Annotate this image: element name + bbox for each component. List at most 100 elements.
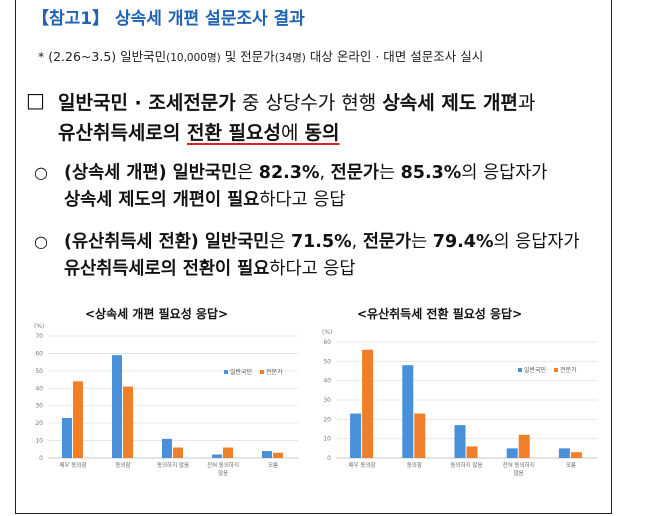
circle-bullet-icon: ○ — [34, 232, 48, 251]
document-frame — [15, 0, 612, 514]
bar-public — [350, 413, 362, 458]
finding-text: 는 — [378, 163, 401, 183]
document-title: 【참고1】 상속세 개편 설문조사 결과 — [32, 9, 305, 29]
y-tick-label: 30 — [35, 403, 43, 410]
y-tick-label: 50 — [35, 368, 43, 375]
finding-value: 85.3% — [400, 163, 462, 183]
bar-public — [262, 451, 272, 458]
bar-expert — [518, 434, 530, 458]
y-tick-label: 20 — [323, 416, 331, 423]
main-p6: 전환 필요성 — [186, 122, 281, 144]
finding-text: 의 응답자가 — [493, 232, 580, 252]
finding-text: 하다고 응답 — [259, 190, 346, 210]
note-prefix: * (2.26~3.5) 일반국민 — [38, 49, 167, 64]
legend-label: 일반국민 — [524, 366, 546, 374]
bar-public — [558, 448, 570, 458]
y-axis-label: (%) — [322, 329, 332, 336]
survey-note: * (2.26~3.5) 일반국민(10,000명) 및 전문가(34명) 대상… — [38, 46, 483, 65]
chart-title: <상속세 개편 필요성 응답> — [85, 307, 229, 321]
legend-swatch — [518, 368, 522, 372]
square-bullet-icon: □ — [26, 88, 45, 112]
x-tick-label: 전혀 동의하지 — [503, 461, 535, 469]
x-tick-label: 동의하지 않음 — [450, 461, 482, 469]
finding-text: 는 — [411, 232, 433, 252]
y-tick-label: 40 — [35, 385, 43, 392]
bar-expert — [73, 381, 83, 458]
bar-expert — [273, 452, 283, 458]
finding-label: (유산취득세 전환) 일반국민 — [64, 232, 270, 252]
main-p4: 과 — [517, 92, 536, 114]
note-suffix: 대상 온라인 · 대면 설문조사 실시 — [305, 49, 484, 64]
x-tick-label: 모름 — [268, 462, 278, 469]
bar-public — [454, 425, 466, 458]
main-p8: 동의 — [304, 122, 340, 144]
main-p1: 일반국민 · 조세전문가 — [58, 92, 236, 114]
y-tick-label: 60 — [323, 339, 331, 346]
x-tick-label: 않음 — [514, 469, 524, 477]
x-tick-label: 동의하지 않음 — [157, 461, 189, 469]
bar-public — [506, 448, 518, 458]
y-tick-label: 60 — [35, 350, 43, 357]
main-p3: 상속세 제도 개편 — [382, 92, 518, 114]
main-p2: 중 상당수가 현행 — [235, 92, 383, 114]
finding-label: 전문가 — [330, 163, 379, 183]
note-public-count: (10,000명) — [166, 52, 221, 64]
bar-expert — [570, 452, 582, 458]
bar-expert — [123, 386, 133, 458]
y-tick-label: 70 — [35, 333, 43, 340]
legend-swatch — [260, 370, 264, 374]
legend-swatch — [554, 368, 558, 372]
bar-public — [62, 417, 72, 458]
x-tick-label: 동의함 — [115, 461, 130, 469]
finding-text: , — [351, 232, 363, 252]
y-tick-label: 40 — [323, 378, 331, 385]
circle-bullet-icon: ○ — [34, 163, 48, 182]
x-tick-label: 매우 동의함 — [59, 461, 86, 469]
bar-expert — [223, 447, 233, 458]
legend-swatch — [224, 370, 228, 374]
finding-label: 유산취득세로의 전환이 필요 — [64, 259, 270, 279]
x-tick-label: 전혀 동의하지 — [207, 461, 239, 469]
x-tick-label: 동의함 — [407, 461, 422, 469]
legend-label: 전문가 — [266, 368, 283, 376]
finding-label: 상속세 제도의 개편이 필요 — [64, 190, 260, 210]
bar-public — [162, 438, 172, 458]
bar-expert — [173, 447, 183, 458]
y-tick-label: 0 — [327, 455, 331, 462]
finding-text: , — [319, 163, 331, 183]
y-tick-label: 50 — [323, 358, 331, 365]
finding-label: (상속세 개편) 일반국민 — [64, 163, 238, 183]
y-tick-label: 30 — [323, 397, 331, 404]
y-tick-label: 10 — [35, 438, 43, 445]
main-p7: 에 — [281, 122, 305, 144]
x-tick-label: 않음 — [218, 469, 228, 477]
note-mid: 및 전문가 — [220, 49, 275, 64]
chart-title: <유산취득세 전환 필요성 응답> — [357, 307, 523, 321]
legend-label: 전문가 — [560, 366, 577, 374]
bar-public — [402, 365, 414, 458]
finding-label: 전문가 — [362, 232, 412, 252]
inheritance-reform-chart: (%) 0 10 20 30 40 50 60 70 매우 동의함 동의함 동의하지 않음 전혀 동의하… — [34, 323, 298, 477]
finding-text: 은 — [237, 163, 259, 183]
x-tick-label: 매우 동의함 — [349, 461, 376, 469]
finding-text: 은 — [269, 232, 291, 252]
y-tick-label: 20 — [35, 420, 43, 427]
bar-public — [212, 454, 222, 458]
bar-expert — [466, 446, 478, 458]
main-p5: 유산취득세로의 — [58, 122, 187, 144]
y-tick-label: 10 — [323, 436, 331, 443]
bar-expert — [362, 349, 374, 458]
finding-item: (유산취득세 전환) 일반국민은 71.5%, 전문가는 79.4%의 응답자가… — [64, 229, 604, 283]
finding-text: 의 응답자가 — [461, 163, 548, 183]
finding-value: 82.3% — [258, 163, 320, 183]
finding-value: 79.4% — [432, 232, 494, 252]
legend-label: 일반국민 — [230, 368, 252, 376]
finding-value: 71.5% — [290, 232, 352, 252]
bar-public — [112, 355, 122, 458]
y-tick-label: 0 — [39, 455, 43, 462]
x-tick-label: 모름 — [566, 462, 576, 469]
bar-expert — [414, 413, 426, 458]
finding-text: 하다고 응답 — [269, 259, 356, 279]
